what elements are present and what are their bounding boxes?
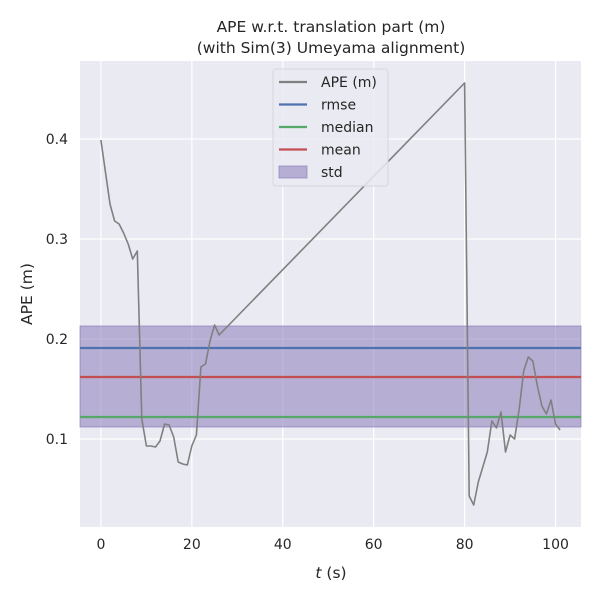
legend-label: rmse: [321, 98, 356, 114]
stat-bands: [79, 325, 582, 428]
y-tick-label: 0.1: [46, 432, 68, 448]
x-tick-label: 80: [456, 537, 474, 553]
tick-labels: 0 20 40 60 80 100 0.1 0.2 0.3 0.4: [46, 132, 569, 553]
chart-subtitle: (with Sim(3) Umeyama alignment): [197, 39, 466, 57]
y-tick-label: 0.2: [46, 332, 68, 348]
series-layer: [100, 82, 561, 506]
y-tick-label: 0.3: [46, 232, 68, 248]
y-tick-label: 0.4: [46, 132, 68, 148]
x-tick-label: 60: [365, 537, 383, 553]
x-tick-label: 40: [274, 537, 292, 553]
legend-box: [272, 68, 389, 187]
legend-label: APE (m): [321, 75, 377, 91]
legend: APE (m) rmse median mean std: [272, 68, 389, 187]
x-tick-label: 100: [542, 537, 569, 553]
legend-swatch-std: [278, 165, 308, 179]
legend-label: median: [321, 120, 373, 136]
chart-title: APE w.r.t. translation part (m): [217, 18, 446, 36]
ape-series-line: [100, 82, 561, 506]
y-axis-label: APE (m): [18, 263, 36, 325]
legend-label: mean: [321, 143, 361, 159]
x-axis-label: t (s): [315, 564, 346, 582]
x-tick-label: 20: [183, 537, 201, 553]
x-tick-label: 0: [96, 537, 105, 553]
legend-label: std: [321, 165, 343, 181]
